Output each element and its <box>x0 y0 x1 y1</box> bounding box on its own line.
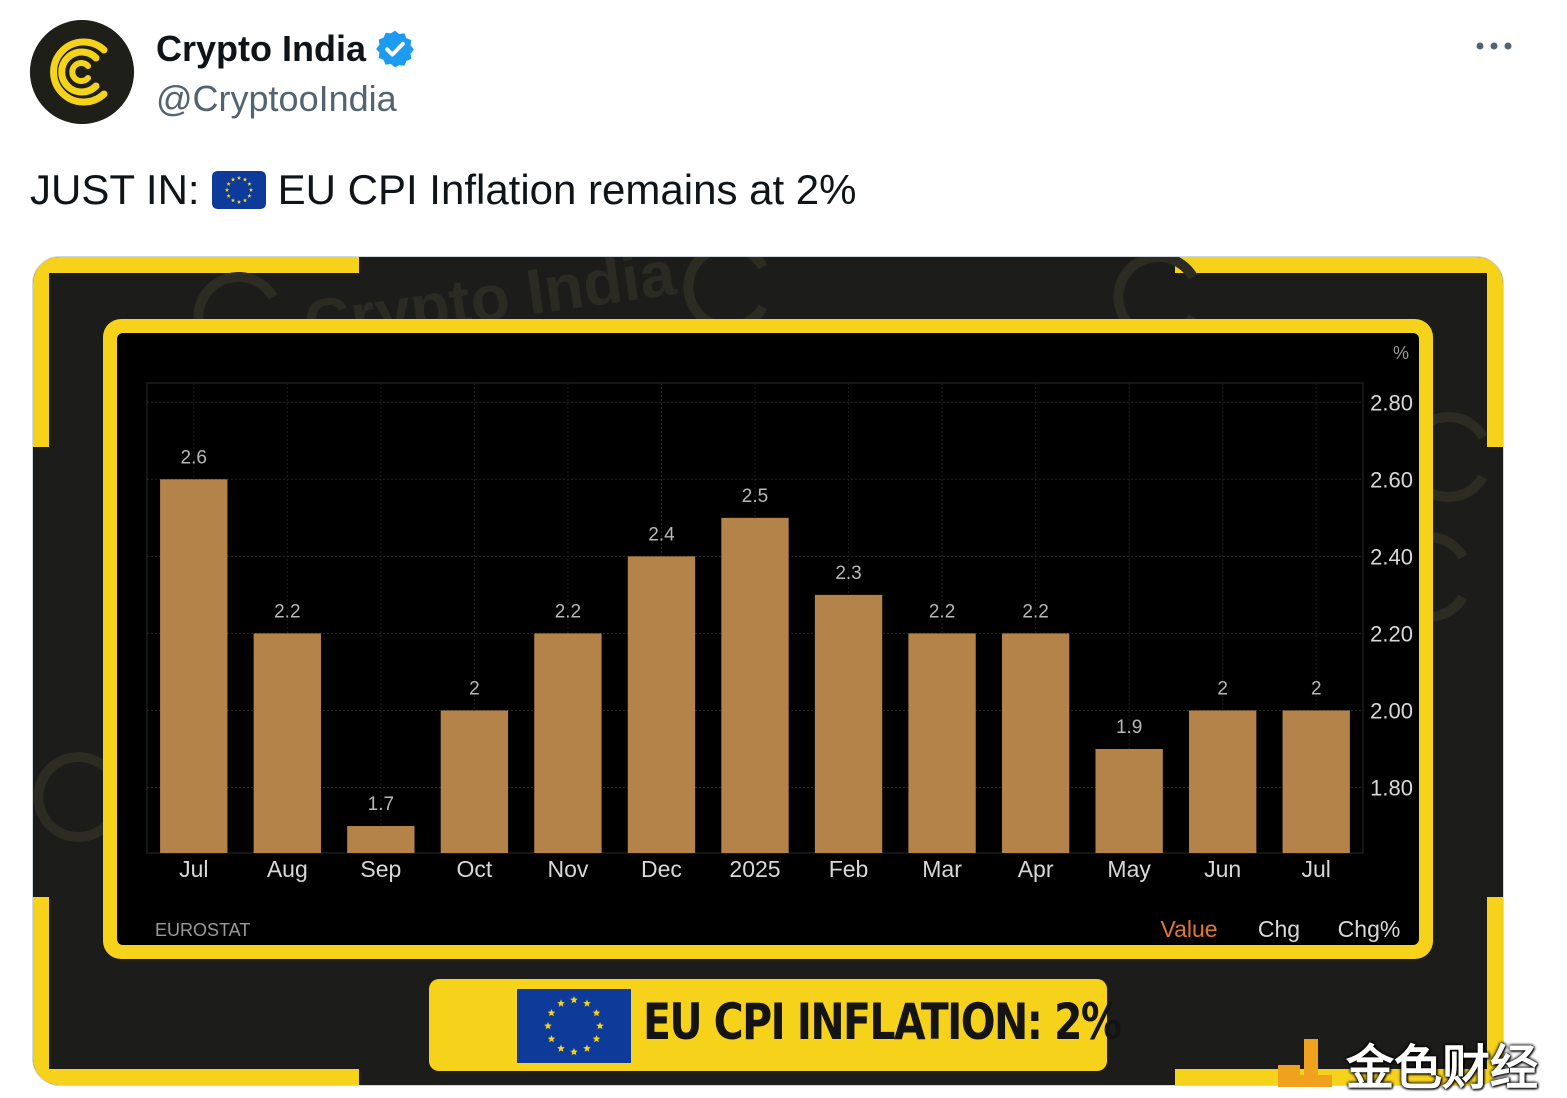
bar-sep <box>347 826 415 853</box>
y-tick-label: 2.20 <box>1370 621 1413 646</box>
bar-may <box>1095 748 1163 853</box>
x-tick-label: Jul <box>1302 856 1331 882</box>
display-name[interactable]: Crypto India <box>156 28 367 69</box>
y-tick-label: 2.80 <box>1370 390 1413 415</box>
name-row: Crypto India <box>156 26 416 72</box>
legend-tab-value[interactable]: Value <box>1160 916 1217 942</box>
bar-value-label: 2 <box>469 678 480 699</box>
cpi-bar-chart: 2.6 2.2 1.7 2 2.2 2.4 2.5 2.3 2.2 2.2 1.9 2 2 Jul Aug… <box>146 343 1413 942</box>
source-label: EUROSTAT <box>155 920 250 940</box>
handle[interactable]: @CryptooIndia <box>156 78 397 119</box>
tweet-text-suffix: EU CPI Inflation remains at 2% <box>277 166 857 213</box>
bar-value-label: 1.7 <box>368 794 394 815</box>
x-tick-label: Dec <box>641 856 682 882</box>
bar-value-label: 2.2 <box>274 601 300 622</box>
avatar[interactable] <box>30 20 134 124</box>
more-options-icon[interactable] <box>1472 34 1516 58</box>
corner-watermark: 金色财经 <box>1278 1028 1538 1098</box>
bar-jun <box>1189 710 1257 853</box>
y-tick-label: 2.00 <box>1370 698 1413 723</box>
crypto-india-logo-icon <box>30 20 134 124</box>
chart-panel: 2.6 2.2 1.7 2 2.2 2.4 2.5 2.3 2.2 2.2 1.9 2 2 Jul Aug… <box>117 333 1419 945</box>
corner-watermark-text: 金色财经 <box>1346 1040 1539 1096</box>
bar-value-label: 2 <box>1217 678 1228 699</box>
bar-feb <box>814 594 883 853</box>
jinse-logo-icon <box>1278 1039 1332 1087</box>
bar-apr <box>1001 633 1070 853</box>
bar-value-label: 2.6 <box>181 447 207 468</box>
tweet-text: JUST IN: EU CPI Inflation remains at 2% <box>30 166 857 214</box>
bar-jul <box>160 479 228 853</box>
verified-badge-icon <box>376 30 414 68</box>
x-tick-label: Nov <box>547 856 588 882</box>
x-tick-label: Oct <box>456 856 492 882</box>
bar-value-label: 2.2 <box>929 601 955 622</box>
tweet-text-prefix: JUST IN: <box>30 166 200 213</box>
x-tick-label: Mar <box>922 856 962 882</box>
legend-tab-chg-pct[interactable]: Chg% <box>1338 916 1401 942</box>
legend-tabs: Value Chg Chg% <box>1160 916 1400 942</box>
legend-tab-chg[interactable]: Chg <box>1258 916 1300 942</box>
x-tick-label: Aug <box>267 856 308 882</box>
bar-dec <box>627 556 696 853</box>
bar-jul <box>1282 710 1350 853</box>
chart-frame: 2.6 2.2 1.7 2 2.2 2.4 2.5 2.3 2.2 2.2 1.9 2 2 Jul Aug… <box>103 319 1433 959</box>
tweet-header: Crypto India @CryptooIndia <box>30 20 1540 130</box>
y-tick-label: 2.60 <box>1370 467 1413 492</box>
bar-value-label: 2.3 <box>835 563 861 584</box>
bar-aug <box>253 633 321 853</box>
bar-value-label: 1.9 <box>1116 717 1142 738</box>
banner-headline: EU CPI INFLATION: 2% <box>643 993 1122 1051</box>
eu-flag-icon <box>211 171 266 209</box>
watermark-layer <box>33 257 1503 1085</box>
bar-value-label: 2.5 <box>742 486 768 507</box>
headline-banner: EU CPI INFLATION: 2% <box>429 979 1122 1071</box>
bar-value-label: 2.2 <box>555 601 581 622</box>
y-tick-label: 1.80 <box>1370 776 1413 801</box>
x-tick-label: Apr <box>1018 856 1054 882</box>
bar-value-label: 2.4 <box>648 524 675 545</box>
x-tick-label: Jul <box>179 856 208 882</box>
bar-nov <box>534 633 602 853</box>
x-tick-label: 2025 <box>729 856 780 882</box>
y-tick-label: 2.40 <box>1370 544 1413 569</box>
eu-flag-icon <box>517 989 631 1063</box>
x-tick-label: Jun <box>1204 856 1241 882</box>
x-tick-label: May <box>1107 856 1151 882</box>
tweet-media-image[interactable]: Crypto India 2.6 2.2 1.7 2 2.2 2.4 2.5 2.3 2.2 2.… <box>32 256 1504 1086</box>
bar-value-label: 2 <box>1311 678 1322 699</box>
y-axis-unit-label: % <box>1393 343 1409 363</box>
bar-value-label: 2.2 <box>1022 601 1048 622</box>
bar-mar <box>908 633 976 853</box>
x-tick-label: Feb <box>829 856 869 882</box>
bar-oct <box>440 710 509 853</box>
bar-2025 <box>721 517 789 853</box>
x-tick-label: Sep <box>360 856 401 882</box>
